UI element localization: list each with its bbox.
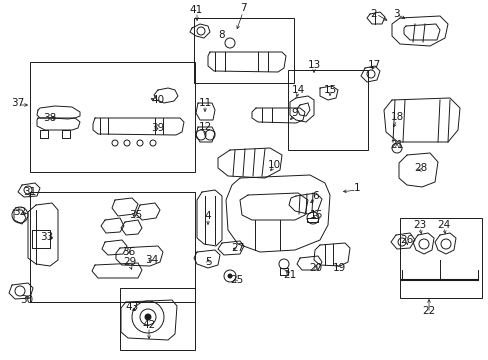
Text: 30: 30 bbox=[20, 295, 34, 305]
Text: 15: 15 bbox=[323, 85, 336, 95]
Circle shape bbox=[145, 314, 151, 320]
Text: 12: 12 bbox=[198, 122, 211, 132]
Text: 6: 6 bbox=[312, 191, 319, 201]
Text: 42: 42 bbox=[142, 320, 155, 330]
Text: 21: 21 bbox=[389, 140, 403, 150]
Bar bbox=[287, 70, 367, 150]
Text: 18: 18 bbox=[389, 112, 403, 122]
Bar bbox=[399, 218, 481, 298]
Text: 13: 13 bbox=[307, 60, 320, 70]
Bar bbox=[30, 192, 195, 302]
Text: 11: 11 bbox=[198, 98, 211, 108]
Text: 35: 35 bbox=[129, 210, 142, 220]
Text: 39: 39 bbox=[151, 123, 164, 133]
Text: 16: 16 bbox=[309, 210, 322, 220]
Text: 40: 40 bbox=[151, 95, 164, 105]
Text: 43: 43 bbox=[125, 302, 138, 312]
Text: 24: 24 bbox=[436, 220, 450, 230]
Text: 25: 25 bbox=[230, 275, 243, 285]
Text: 14: 14 bbox=[291, 85, 304, 95]
Text: 27: 27 bbox=[231, 243, 244, 253]
Text: 1: 1 bbox=[353, 183, 360, 193]
Circle shape bbox=[227, 274, 231, 278]
Text: 34: 34 bbox=[145, 255, 158, 265]
Text: 37: 37 bbox=[11, 98, 24, 108]
Text: 3: 3 bbox=[392, 9, 399, 19]
Bar bbox=[30, 62, 195, 172]
Text: 17: 17 bbox=[366, 60, 380, 70]
Text: 28: 28 bbox=[413, 163, 427, 173]
Text: 26: 26 bbox=[400, 235, 413, 245]
Bar bbox=[194, 18, 293, 83]
Text: 36: 36 bbox=[122, 247, 135, 257]
Text: 8: 8 bbox=[218, 30, 225, 40]
Text: 9: 9 bbox=[291, 108, 298, 118]
Text: 10: 10 bbox=[267, 160, 280, 170]
Bar bbox=[120, 288, 195, 350]
Text: 7: 7 bbox=[239, 3, 246, 13]
Text: 31: 31 bbox=[23, 187, 37, 197]
Text: 5: 5 bbox=[204, 257, 211, 267]
Text: 33: 33 bbox=[41, 232, 54, 242]
Text: 20: 20 bbox=[309, 263, 322, 273]
Text: 32: 32 bbox=[13, 207, 26, 217]
Text: 19: 19 bbox=[332, 263, 345, 273]
Text: 29: 29 bbox=[123, 257, 136, 267]
Text: 22: 22 bbox=[422, 306, 435, 316]
Text: 21: 21 bbox=[283, 270, 296, 280]
Text: 4: 4 bbox=[204, 211, 211, 221]
Text: 23: 23 bbox=[412, 220, 426, 230]
Text: 2: 2 bbox=[370, 9, 377, 19]
Text: 41: 41 bbox=[189, 5, 202, 15]
Text: 38: 38 bbox=[43, 113, 57, 123]
